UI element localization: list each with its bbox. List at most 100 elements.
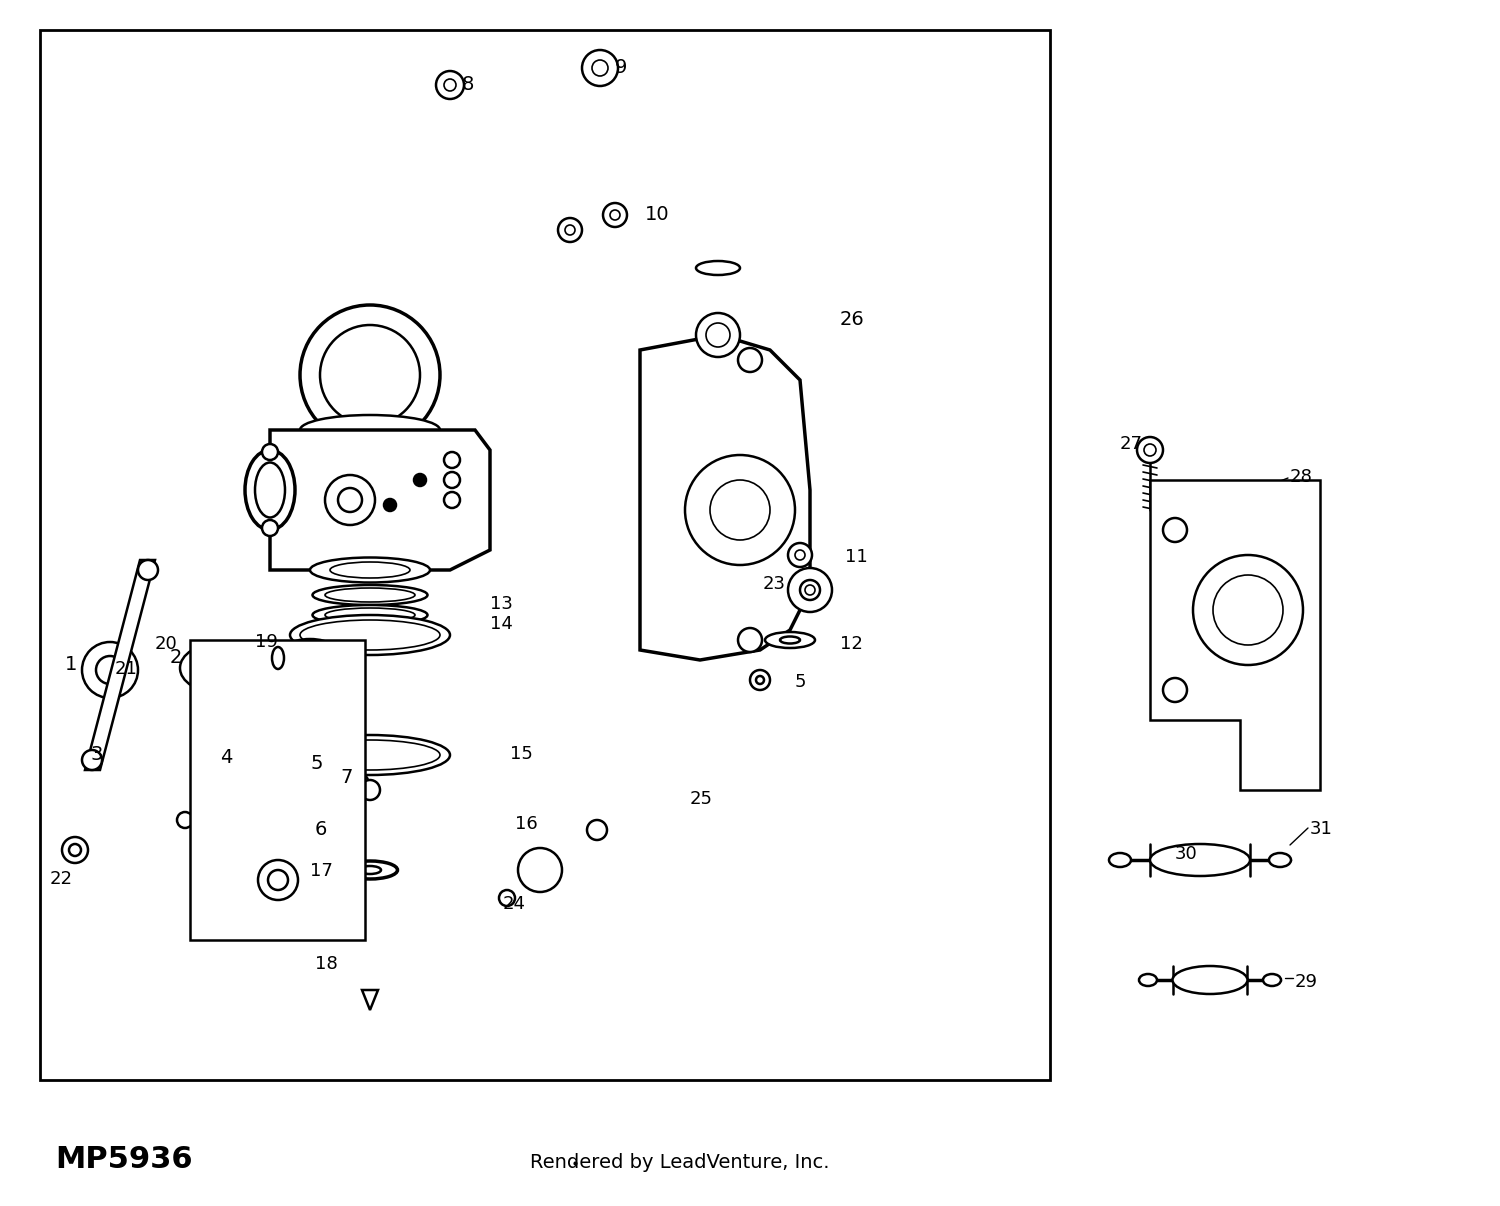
Circle shape (258, 860, 299, 900)
Text: 7: 7 (340, 768, 352, 788)
Circle shape (1192, 555, 1304, 665)
Circle shape (706, 323, 730, 347)
Circle shape (340, 771, 369, 800)
Circle shape (350, 779, 361, 791)
Circle shape (262, 444, 278, 459)
Circle shape (444, 80, 456, 90)
Text: 27: 27 (1120, 435, 1143, 453)
Text: 23: 23 (764, 575, 786, 593)
Ellipse shape (310, 557, 430, 582)
Circle shape (444, 492, 460, 508)
Ellipse shape (300, 620, 439, 650)
Text: 12: 12 (840, 636, 862, 652)
Ellipse shape (326, 589, 416, 602)
Text: 14: 14 (490, 615, 513, 633)
Ellipse shape (290, 734, 450, 775)
Text: 13: 13 (490, 595, 513, 613)
Text: 25: 25 (690, 790, 712, 808)
Text: 10: 10 (645, 205, 669, 224)
Circle shape (788, 543, 812, 567)
Circle shape (738, 349, 762, 371)
Text: 31: 31 (1310, 820, 1334, 838)
Circle shape (138, 560, 158, 580)
Circle shape (298, 771, 312, 785)
Circle shape (566, 226, 574, 235)
Text: 6: 6 (315, 820, 327, 839)
Circle shape (444, 452, 460, 468)
Circle shape (288, 818, 312, 842)
Ellipse shape (1263, 974, 1281, 987)
Text: MP5936: MP5936 (56, 1146, 192, 1175)
Circle shape (750, 671, 770, 690)
Text: 15: 15 (510, 745, 532, 763)
Ellipse shape (1138, 974, 1156, 987)
Text: 5: 5 (310, 754, 322, 773)
Circle shape (1162, 678, 1186, 702)
Text: 30: 30 (1174, 845, 1197, 863)
Polygon shape (640, 335, 810, 660)
Circle shape (586, 820, 608, 841)
Text: 1: 1 (64, 655, 78, 674)
Bar (40, 30, 1050, 1081)
Circle shape (686, 455, 795, 564)
Circle shape (610, 210, 620, 219)
Circle shape (500, 890, 514, 906)
Ellipse shape (358, 866, 381, 874)
Ellipse shape (244, 450, 296, 529)
Ellipse shape (312, 605, 428, 625)
Circle shape (262, 520, 278, 535)
Polygon shape (1150, 480, 1320, 790)
Text: 4: 4 (220, 748, 232, 767)
Bar (190, 640, 364, 939)
Ellipse shape (255, 462, 285, 517)
Circle shape (236, 802, 255, 822)
Circle shape (592, 60, 608, 76)
Circle shape (62, 837, 88, 863)
Text: 19: 19 (255, 633, 278, 651)
Polygon shape (362, 990, 378, 1009)
Circle shape (795, 550, 806, 560)
Text: 8: 8 (462, 75, 474, 94)
Circle shape (236, 765, 255, 785)
Circle shape (320, 324, 420, 425)
Ellipse shape (1108, 853, 1131, 867)
Circle shape (696, 314, 740, 357)
Ellipse shape (765, 632, 814, 648)
Circle shape (362, 627, 378, 643)
Circle shape (82, 750, 102, 769)
Text: 21: 21 (116, 660, 138, 678)
Text: 20: 20 (154, 636, 177, 652)
Circle shape (224, 753, 267, 797)
Circle shape (1144, 444, 1156, 456)
Text: 24: 24 (503, 895, 526, 913)
Text: 5: 5 (795, 673, 807, 691)
Circle shape (1137, 437, 1162, 463)
Text: Rendered by LeadVenture, Inc.: Rendered by LeadVenture, Inc. (531, 1153, 830, 1172)
Ellipse shape (1150, 844, 1250, 876)
Ellipse shape (290, 615, 450, 655)
Ellipse shape (1269, 853, 1292, 867)
Text: 3: 3 (90, 745, 102, 763)
Text: 9: 9 (615, 58, 627, 77)
Circle shape (788, 568, 832, 611)
Text: 26: 26 (840, 310, 864, 329)
Polygon shape (86, 560, 154, 769)
Text: 11: 11 (844, 548, 867, 566)
Circle shape (384, 499, 396, 511)
Circle shape (436, 71, 463, 99)
Ellipse shape (272, 646, 284, 669)
Circle shape (582, 49, 618, 86)
Circle shape (338, 488, 362, 513)
Circle shape (1214, 575, 1282, 645)
Circle shape (296, 825, 304, 835)
Circle shape (96, 656, 124, 684)
Ellipse shape (291, 639, 328, 651)
Text: 22: 22 (50, 870, 74, 888)
Circle shape (414, 474, 426, 486)
Ellipse shape (326, 608, 416, 622)
Text: 29: 29 (1294, 973, 1318, 991)
Circle shape (518, 848, 562, 892)
Polygon shape (270, 431, 490, 570)
Circle shape (290, 762, 321, 794)
Circle shape (82, 642, 138, 698)
